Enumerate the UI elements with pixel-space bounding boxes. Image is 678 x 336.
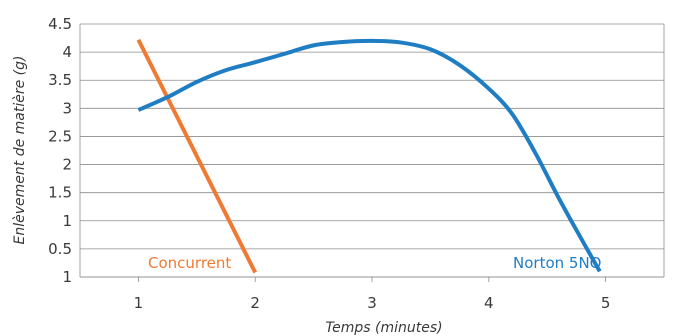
x-tick-label: 4: [484, 294, 494, 312]
y-tick-label: 0.5: [48, 240, 72, 258]
y-tick-label: 4.5: [48, 15, 72, 33]
y-tick-label: 1: [62, 212, 72, 230]
x-tick-label: 1: [134, 294, 144, 312]
series-lines: [136, 38, 602, 274]
series-line-norton-5nq: [137, 38, 602, 273]
y-tick-label: 3.5: [48, 71, 72, 89]
y-tick-label: 3: [62, 99, 72, 117]
series-label-norton-5nq: Norton 5NQ: [513, 254, 601, 272]
x-axis-label: Temps (minutes): [325, 320, 442, 336]
y-tick-label: 2.5: [48, 127, 72, 145]
x-tick-label: 5: [601, 294, 611, 312]
y-tick-label: 1: [62, 268, 72, 286]
x-tick-label: 2: [250, 294, 260, 312]
y-tick-labels: 1 0.5 1 1.5 2 2.5 3 3.5 4 4.5: [48, 15, 72, 286]
x-tick-labels: 1 2 3 4 5: [134, 277, 611, 312]
y-tick-label: 1.5: [48, 184, 72, 202]
x-tick-label: 3: [367, 294, 377, 312]
y-tick-label: 4: [62, 43, 72, 61]
y-axis-label: Enlèvement de matière (g): [12, 56, 28, 245]
series-line-concurrent: [136, 38, 257, 274]
gridlines: [79, 23, 665, 278]
series-label-concurrent: Concurrent: [148, 254, 231, 272]
y-tick-label: 2: [62, 156, 72, 174]
